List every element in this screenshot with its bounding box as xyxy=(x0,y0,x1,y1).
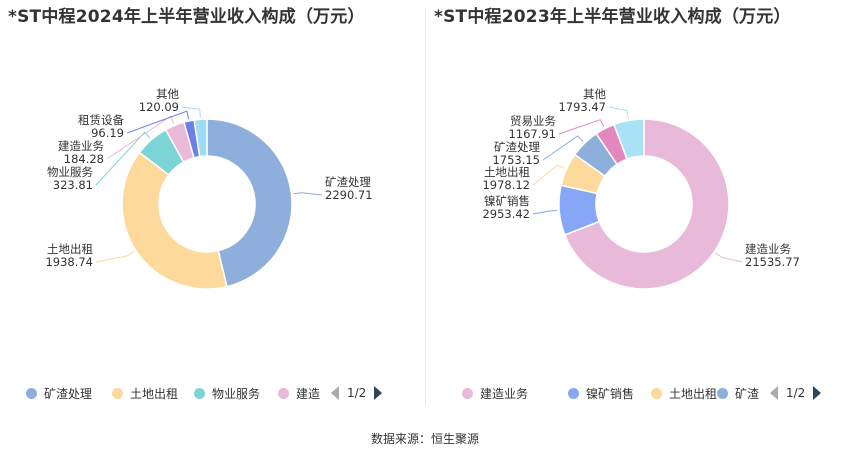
slice-label-value: 2290.71 xyxy=(325,188,373,202)
next-page-icon[interactable] xyxy=(813,386,822,400)
legend-marker xyxy=(568,387,579,399)
slice-label-name: 土地出租 xyxy=(47,242,93,256)
slice-label-value: 96.19 xyxy=(91,126,124,140)
label-leader-line xyxy=(95,251,135,263)
legend-item[interactable]: 镍矿销售 xyxy=(568,383,634,403)
label-leader-line xyxy=(558,119,605,135)
slice-label-name: 镍矿销售 xyxy=(484,194,530,208)
slice-label-name: 物业服务 xyxy=(47,165,93,179)
legend-marker xyxy=(462,387,473,399)
legend-pager: 1/2 xyxy=(770,383,822,403)
slice-label-value: 1938.74 xyxy=(45,255,93,269)
slice-label-name: 贸易业务 xyxy=(510,114,556,128)
slice-label-name: 矿渣处理 xyxy=(494,140,540,154)
legend-label: 矿渣 xyxy=(735,386,760,401)
legend-item[interactable]: 矿渣 xyxy=(717,383,759,403)
slice-label-value: 184.28 xyxy=(64,152,104,166)
prev-page-icon[interactable] xyxy=(770,386,778,400)
slice-label-value: 21535.77 xyxy=(745,255,800,269)
legend-marker xyxy=(651,387,662,399)
chart-title: *ST中程2023年上半年营业收入构成（万元） xyxy=(434,7,791,27)
slice-label-name: 建造业务 xyxy=(58,139,104,153)
label-leader-line xyxy=(608,106,629,119)
legend-item[interactable]: 土地出租 xyxy=(651,383,717,403)
slice-label-value: 1978.12 xyxy=(482,178,530,192)
legend-label: 矿渣处理 xyxy=(44,386,93,401)
slice-label-name: 建造业务 xyxy=(745,242,791,256)
legend-label: 建造 xyxy=(296,386,321,401)
legend-item[interactable]: 土地出租 xyxy=(112,383,178,403)
chart-panel-2023: *ST中程2023年上半年营业收入构成（万元） 建造业务 21535.77 镍矿销售… xyxy=(426,0,850,410)
legend-label: 物业服务 xyxy=(212,386,261,401)
donut-slice xyxy=(612,118,645,161)
legend-marker xyxy=(26,387,37,399)
label-leader-line xyxy=(95,131,151,186)
slice-label-value: 323.81 xyxy=(53,178,93,192)
legend-page-indicator: 1/2 xyxy=(347,386,367,400)
data-source: 数据来源：恒生聚源 xyxy=(370,432,479,446)
slice-label-name: 其他 xyxy=(156,87,179,101)
legend-marker xyxy=(112,387,123,399)
slice-label-value: 120.09 xyxy=(139,100,179,114)
legend-marker xyxy=(278,387,289,399)
label-leader-line xyxy=(181,106,201,118)
panel-divider xyxy=(425,10,426,405)
slice-label-name: 矿渣处理 xyxy=(325,175,371,189)
legend-item[interactable]: 矿渣处理 xyxy=(26,383,92,403)
legend-label: 土地出租 xyxy=(130,386,179,401)
label-leader-line xyxy=(293,192,323,196)
label-leader-line xyxy=(542,135,584,161)
label-leader-line xyxy=(532,164,565,186)
legend-marker xyxy=(194,387,205,399)
slice-label-value: 1793.47 xyxy=(558,100,606,114)
prev-page-icon[interactable] xyxy=(331,386,339,400)
legend-page-indicator: 1/2 xyxy=(786,386,806,400)
label-leader-line xyxy=(532,210,558,215)
donut-slice xyxy=(193,118,208,158)
slice-label-value: 2953.42 xyxy=(482,207,530,221)
legend-label: 镍矿销售 xyxy=(586,386,635,401)
slice-label-name: 其他 xyxy=(583,87,606,101)
legend: 建造业务 镍矿销售 土地出租 矿渣 1/2 xyxy=(426,383,850,403)
donut-slice xyxy=(121,151,228,290)
legend-label: 土地出租 xyxy=(669,386,718,401)
label-leader-line xyxy=(715,252,743,263)
chart-title: *ST中程2024年上半年营业收入构成（万元） xyxy=(8,7,365,27)
legend-marker xyxy=(717,387,728,399)
legend-label: 建造业务 xyxy=(480,386,529,401)
slice-label-value: 1753.15 xyxy=(492,153,540,167)
legend: 矿渣处理 土地出租 物业服务 建造 1/2 xyxy=(0,383,425,403)
label-leader-line xyxy=(126,110,190,134)
slice-label-name: 租赁设备 xyxy=(78,113,124,127)
chart-panel-2024: *ST中程2024年上半年营业收入构成（万元） 矿渣处理 2290.71 土地出租 1… xyxy=(0,0,425,410)
donut-slice xyxy=(563,118,730,290)
donut-slice xyxy=(206,118,293,288)
legend-pager: 1/2 xyxy=(331,383,383,403)
legend-item[interactable]: 物业服务 xyxy=(194,383,260,403)
legend-item[interactable]: 建造业务 xyxy=(462,383,528,403)
next-page-icon[interactable] xyxy=(374,386,383,400)
donut-chart-2023: 建造业务21535.77镍矿销售2953.42土地出租1978.12矿渣处理17… xyxy=(482,87,800,290)
slice-label-value: 1167.91 xyxy=(508,127,556,141)
slice-label-name: 土地出租 xyxy=(484,165,530,179)
label-leader-line xyxy=(106,115,175,160)
legend-item[interactable]: 建造 xyxy=(278,383,320,403)
